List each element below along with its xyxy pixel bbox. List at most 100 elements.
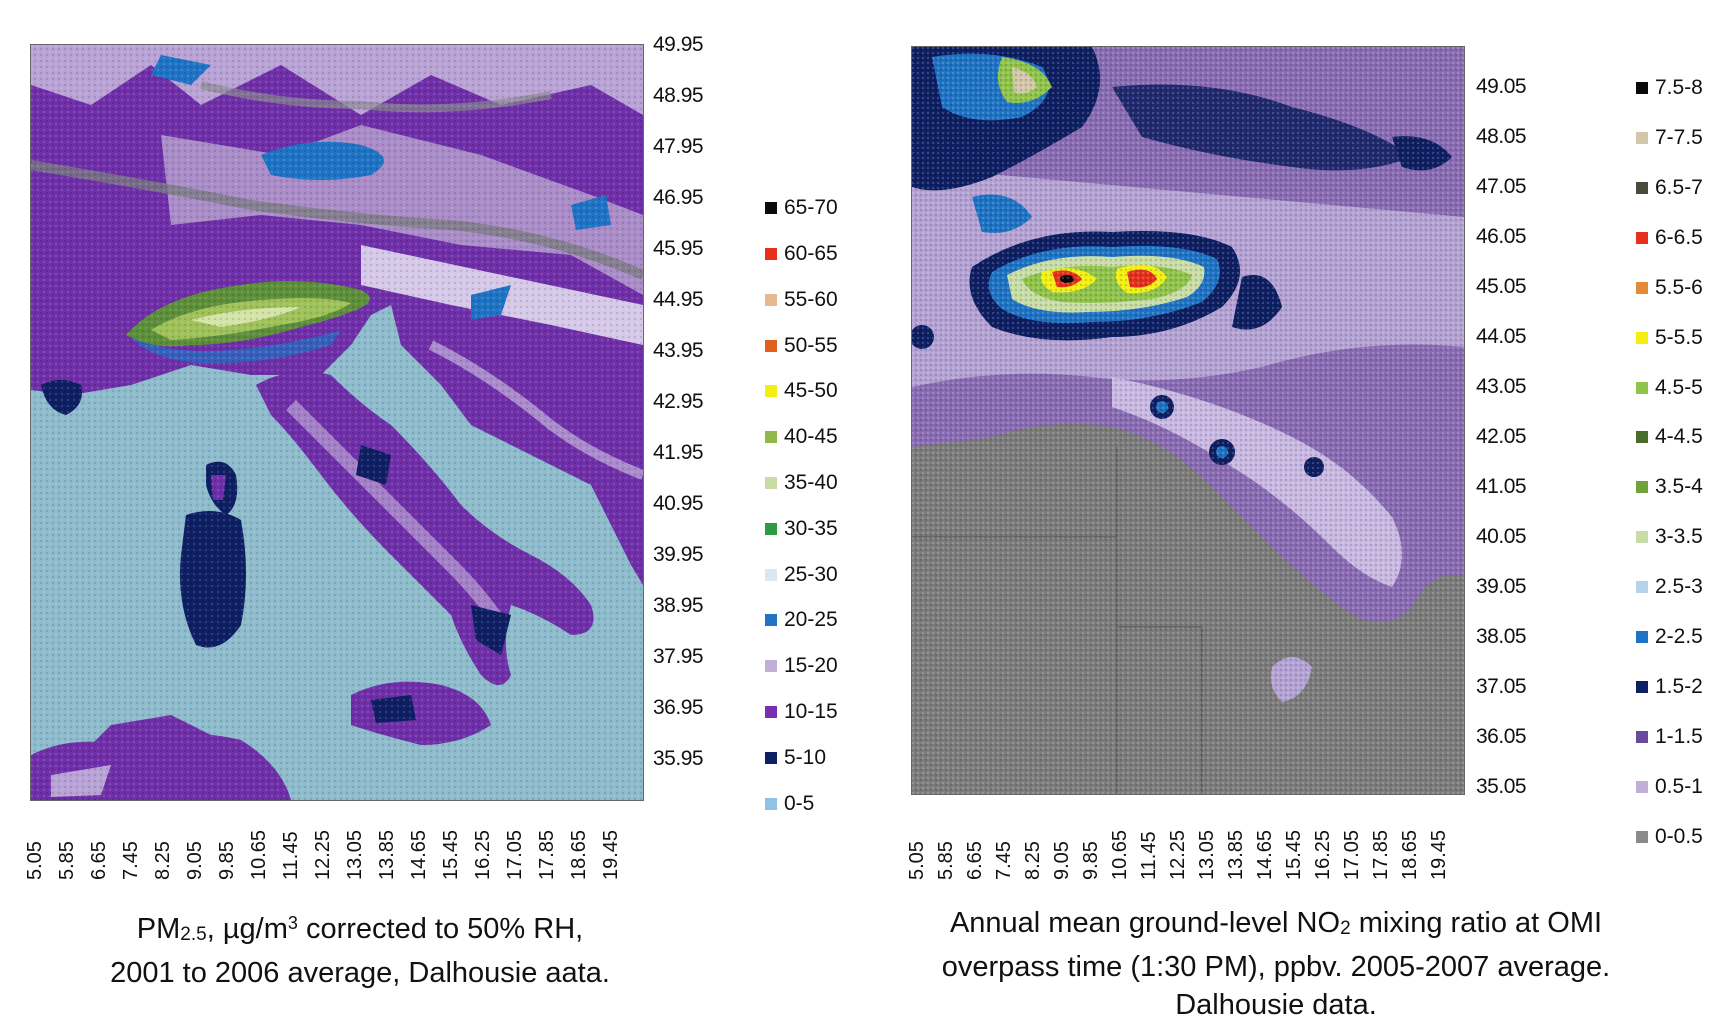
y-tick: 47.05 — [1476, 175, 1527, 198]
y-tick: 35.05 — [1476, 775, 1527, 798]
x-tick: 7.45 — [993, 841, 1015, 880]
x-tick: 9.85 — [1080, 841, 1102, 880]
y-tick: 36.05 — [1476, 725, 1527, 748]
legend-item: 65-70 — [765, 196, 838, 220]
legend-swatch — [1636, 831, 1648, 843]
legend-swatch — [765, 385, 777, 397]
x-tick: 8.25 — [1022, 841, 1044, 880]
x-tick: 9.05 — [1051, 841, 1073, 880]
legend-label: 7.5-8 — [1655, 76, 1703, 99]
x-tick: 6.65 — [964, 841, 986, 880]
legend-item: 6.5-7 — [1636, 176, 1703, 200]
x-tick: 18.65 — [568, 829, 590, 880]
caption-text: , µg/m — [206, 913, 288, 945]
legend-label: 45-50 — [784, 379, 838, 402]
x-tick: 15.45 — [440, 829, 462, 880]
legend-swatch — [765, 248, 777, 260]
x-tick: 10.65 — [1109, 829, 1131, 880]
legend-swatch — [765, 523, 777, 535]
legend-item: 2-2.5 — [1636, 625, 1703, 649]
legend-label: 25-30 — [784, 563, 838, 586]
legend-label: 6-6.5 — [1655, 226, 1703, 249]
legend-item: 2.5-3 — [1636, 575, 1703, 599]
x-tick: 12.25 — [1167, 829, 1189, 880]
legend-item: 6-6.5 — [1636, 226, 1703, 250]
legend-label: 0-0.5 — [1655, 825, 1703, 848]
legend-label: 1-1.5 — [1655, 725, 1703, 748]
legend-label: 35-40 — [784, 471, 838, 494]
x-tick: 17.85 — [536, 829, 558, 880]
legend-item: 60-65 — [765, 242, 838, 266]
caption-text: PM — [136, 913, 181, 945]
legend-swatch — [765, 294, 777, 306]
legend-label: 2-2.5 — [1655, 625, 1703, 648]
legend-label: 0-5 — [784, 792, 815, 815]
x-tick: 13.85 — [376, 829, 398, 880]
legend-item: 5-10 — [765, 746, 826, 770]
legend-swatch — [1636, 332, 1648, 344]
caption-line-3: Dalhousie data. — [1175, 989, 1377, 1021]
legend-swatch — [1636, 681, 1648, 693]
legend-swatch — [1636, 531, 1648, 543]
y-tick: 42.05 — [1476, 425, 1527, 448]
no2-panel: 49.05 48.05 47.05 46.05 45.05 44.05 43.0… — [866, 0, 1732, 1024]
legend-swatch — [1636, 631, 1648, 643]
y-tick: 39.05 — [1476, 575, 1527, 598]
legend-label: 20-25 — [784, 608, 838, 631]
legend-swatch — [1636, 731, 1648, 743]
legend-label: 40-45 — [784, 425, 838, 448]
x-tick: 10.65 — [248, 829, 270, 880]
y-tick: 40.05 — [1476, 525, 1527, 548]
legend-label: 3-3.5 — [1655, 525, 1703, 548]
y-tick: 40.95 — [653, 492, 704, 515]
legend-swatch — [765, 752, 777, 764]
legend-item: 55-60 — [765, 288, 838, 312]
caption-line-2: overpass time (1:30 PM), ppbv. 2005-2007… — [941, 951, 1611, 983]
legend-item: 5-5.5 — [1636, 326, 1703, 350]
legend-label: 4-4.5 — [1655, 425, 1703, 448]
no2-map — [911, 46, 1465, 795]
legend-label: 65-70 — [784, 196, 838, 219]
y-tick: 44.95 — [653, 288, 704, 311]
legend-swatch — [1636, 581, 1648, 593]
legend-label: 4.5-5 — [1655, 376, 1703, 399]
x-tick: 13.05 — [1196, 829, 1218, 880]
legend-label: 55-60 — [784, 288, 838, 311]
legend-label: 10-15 — [784, 700, 838, 723]
x-tick: 11.45 — [280, 831, 302, 880]
legend-item: 3-3.5 — [1636, 525, 1703, 549]
y-tick: 39.95 — [653, 543, 704, 566]
legend-label: 0.5-1 — [1655, 775, 1703, 798]
x-tick: 11.45 — [1138, 831, 1160, 880]
x-tick: 9.05 — [184, 841, 206, 880]
legend-item: 1-1.5 — [1636, 725, 1703, 749]
legend-item: 15-20 — [765, 654, 838, 678]
legend-swatch — [765, 340, 777, 352]
y-tick: 49.05 — [1476, 75, 1527, 98]
legend-label: 30-35 — [784, 517, 838, 540]
x-tick: 7.45 — [120, 841, 142, 880]
legend-swatch — [1636, 481, 1648, 493]
legend-item: 35-40 — [765, 471, 838, 495]
legend-swatch — [765, 569, 777, 581]
legend-swatch — [1636, 132, 1648, 144]
legend-item: 10-15 — [765, 700, 838, 724]
legend-swatch — [765, 798, 777, 810]
caption-line-2: 2001 to 2006 average, Dalhousie aata. — [110, 957, 610, 989]
legend-swatch — [1636, 232, 1648, 244]
legend-label: 50-55 — [784, 334, 838, 357]
caption-text: mixing ratio at OMI — [1350, 907, 1603, 939]
legend-item: 50-55 — [765, 334, 838, 358]
legend-label: 15-20 — [784, 654, 838, 677]
x-tick: 15.45 — [1283, 829, 1305, 880]
legend-item: 20-25 — [765, 608, 838, 632]
legend-item: 25-30 — [765, 563, 838, 587]
y-tick: 48.95 — [653, 84, 704, 107]
legend-item: 4.5-5 — [1636, 376, 1703, 400]
caption-line-1: Annual mean ground-level NO2 mixing rati… — [886, 904, 1666, 948]
y-tick: 45.95 — [653, 237, 704, 260]
caption-line-1: PM2.5, µg/m3 corrected to 50% RH, — [80, 904, 640, 954]
no2-caption: Annual mean ground-level NO2 mixing rati… — [886, 904, 1666, 1024]
y-tick: 44.05 — [1476, 325, 1527, 348]
legend-label: 2.5-3 — [1655, 575, 1703, 598]
